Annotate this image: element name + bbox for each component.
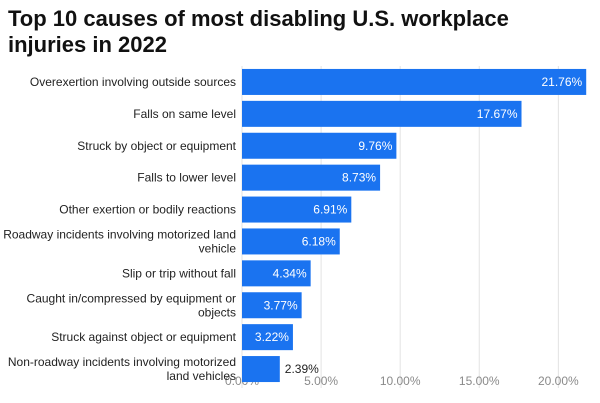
category-label: Struck against object or equipment: [51, 330, 236, 344]
category-label: Slip or trip without fall: [122, 266, 236, 280]
bar: [242, 324, 293, 351]
bar: [242, 132, 397, 159]
bar: [242, 68, 587, 95]
bar: [242, 100, 522, 127]
value-label: 6.91%: [313, 203, 347, 217]
bar: [242, 356, 280, 383]
value-label: 6.18%: [302, 234, 336, 248]
value-label: 9.76%: [358, 139, 392, 153]
category-label: objects: [198, 305, 236, 319]
value-label: 2.39%: [285, 362, 319, 376]
category-label: land vehicles: [167, 369, 236, 383]
value-label: 8.73%: [342, 171, 376, 185]
category-label: Struck by object or equipment: [77, 139, 236, 153]
category-label: vehicle: [199, 241, 237, 255]
category-label: Falls on same level: [133, 107, 236, 121]
value-label: 4.34%: [273, 266, 307, 280]
category-label: Caught in/compressed by equipment or: [27, 291, 236, 305]
value-label: 21.76%: [542, 75, 583, 89]
chart-title: Top 10 causes of most disabling U.S. wor…: [8, 6, 509, 57]
bar: [242, 164, 381, 191]
x-tick-label: 20.00%: [538, 374, 579, 388]
x-tick-label: 10.00%: [380, 374, 421, 388]
value-label: 17.67%: [477, 107, 518, 121]
x-tick-label: 15.00%: [459, 374, 500, 388]
category-label: Non-roadway incidents involving motorize…: [8, 355, 236, 369]
bar: [242, 260, 311, 287]
value-label: 3.22%: [255, 330, 289, 344]
bar: [242, 228, 340, 255]
bar: [242, 292, 302, 319]
category-label: Other exertion or bodily reactions: [59, 203, 236, 217]
x-tick-label: 5.00%: [304, 374, 338, 388]
bar: [242, 196, 352, 223]
value-label: 3.77%: [264, 298, 298, 312]
category-label: Overexertion involving outside sources: [30, 75, 236, 89]
category-label: Falls to lower level: [137, 171, 236, 185]
category-label: Roadway incidents involving motorized la…: [3, 227, 236, 241]
